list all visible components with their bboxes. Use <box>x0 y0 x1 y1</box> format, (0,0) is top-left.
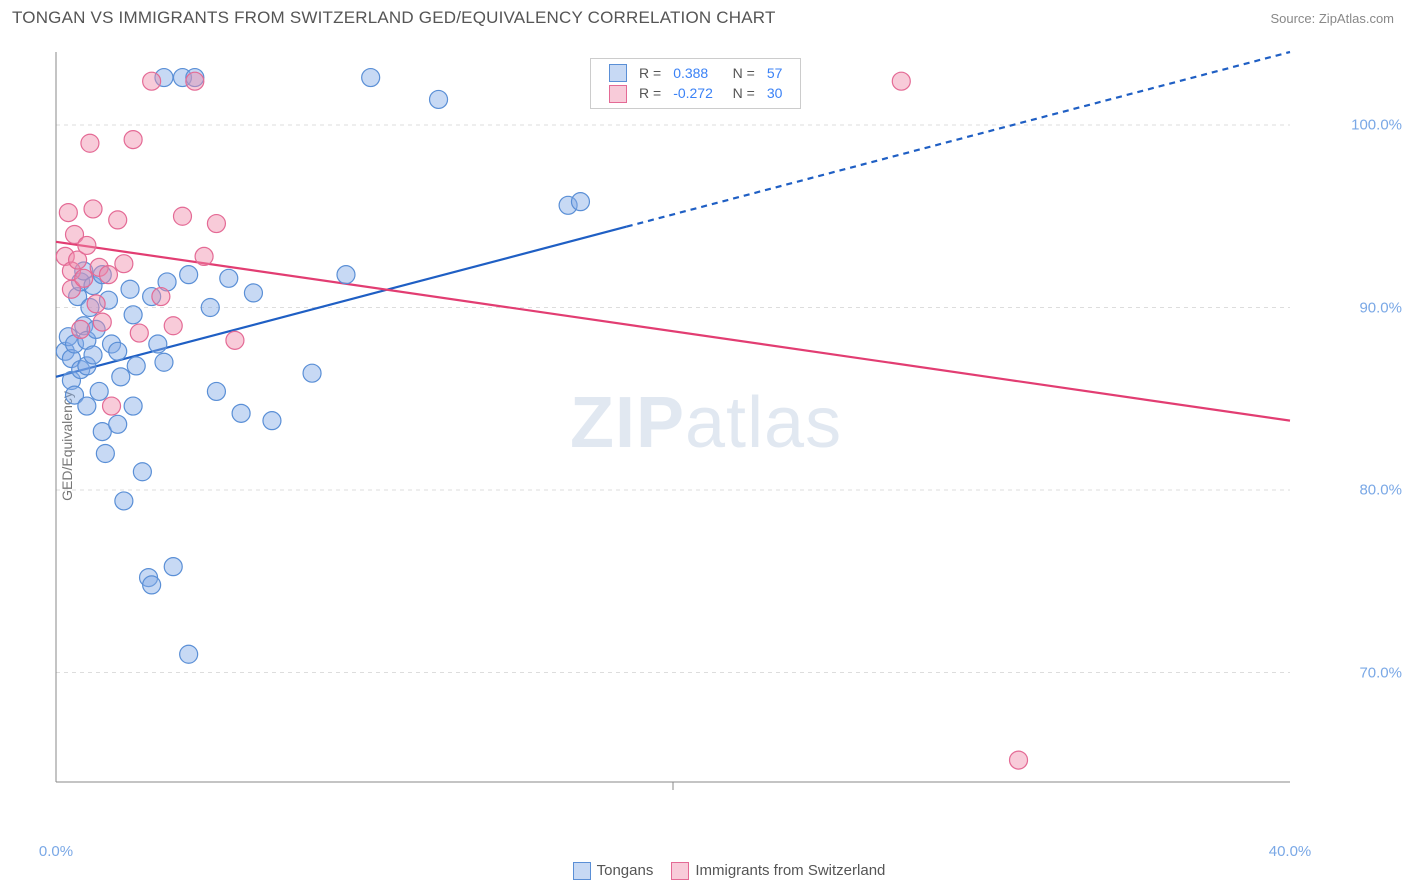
legend-r-value: 0.388 <box>667 63 719 83</box>
chart-header: TONGAN VS IMMIGRANTS FROM SWITZERLAND GE… <box>12 8 1394 28</box>
legend-series-label: Immigrants from Switzerland <box>695 862 885 879</box>
y-tick-label: 90.0% <box>1359 299 1402 316</box>
chart-plot-area: ZIPatlas R = 0.388 N = 57 R = -0.272 N =… <box>50 42 1390 812</box>
legend-swatch <box>573 862 591 880</box>
legend-n-value: 57 <box>761 63 789 83</box>
legend-r-value: -0.272 <box>667 83 719 103</box>
y-tick-label: 100.0% <box>1351 117 1402 134</box>
series-legend: Tongans Immigrants from Switzerland <box>50 862 1390 880</box>
x-tick-label: 40.0% <box>1269 843 1312 860</box>
legend-swatch <box>609 85 627 103</box>
legend-n-label: N = <box>719 63 761 83</box>
scatter-chart <box>50 42 1350 812</box>
legend-swatch <box>609 64 627 82</box>
x-tick-label: 0.0% <box>39 843 73 860</box>
y-tick-label: 70.0% <box>1359 664 1402 681</box>
y-tick-label: 80.0% <box>1359 482 1402 499</box>
legend-swatch <box>671 862 689 880</box>
legend-n-label: N = <box>719 83 761 103</box>
chart-title: TONGAN VS IMMIGRANTS FROM SWITZERLAND GE… <box>12 8 776 28</box>
correlation-table: R = 0.388 N = 57 R = -0.272 N = 30 <box>603 63 788 104</box>
legend-r-label: R = <box>633 63 667 83</box>
legend-r-label: R = <box>633 83 667 103</box>
legend-n-value: 30 <box>761 83 789 103</box>
legend-series-label: Tongans <box>597 862 654 879</box>
source-attribution: Source: ZipAtlas.com <box>1270 11 1394 26</box>
correlation-legend: R = 0.388 N = 57 R = -0.272 N = 30 <box>590 58 801 109</box>
